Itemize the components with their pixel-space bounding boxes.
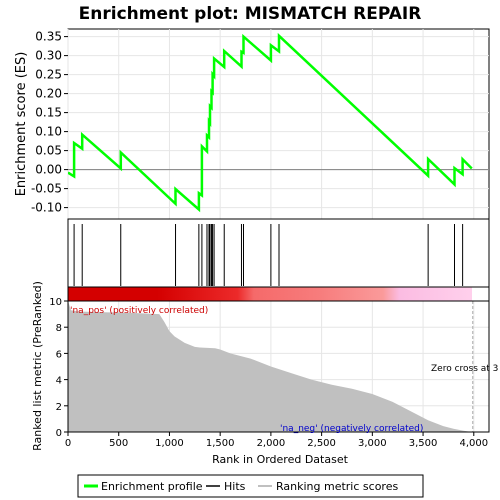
legend-box — [77, 474, 424, 498]
es-y-tick-label: 0.10 — [35, 125, 62, 139]
es-y-tick-label: 0.15 — [35, 106, 62, 120]
hits-panel — [67, 218, 490, 288]
ranking-metric-area — [68, 301, 472, 432]
es-panel: -0.10 -0.05 0.00 0.05 0.10 0.15 0.20 0.25 0.30 0.… — [14, 28, 490, 220]
es-y-axis-label: Enrichment score (ES) — [14, 52, 29, 197]
hit-markers — [73, 224, 464, 286]
metric-x-tick-label: 2,500 — [307, 438, 336, 449]
metric-x-tick-label: 4,000 — [459, 438, 488, 449]
metric-y-tick-label: 10 — [49, 297, 62, 308]
es-y-tick-label: 0.35 — [35, 30, 62, 44]
es-y-tick-label: -0.05 — [31, 182, 62, 196]
chart-title: Enrichment plot: MISMATCH REPAIR — [79, 4, 422, 24]
metric-y-tick-label: 6 — [56, 349, 62, 360]
es-y-tick-label: 0.30 — [35, 49, 62, 63]
es-y-tick-label: -0.10 — [31, 201, 62, 215]
metric-x-axis-label: Rank in Ordered Dataset — [212, 453, 349, 466]
metric-x-axis: 0 500 1,000 1,500 2,000 2,500 3,000 3,500 4,000 — [65, 432, 488, 449]
es-panel-frame — [67, 28, 490, 220]
zero-cross-label: Zero cross at 3 — [431, 364, 498, 374]
es-y-tick-label: 0.05 — [35, 144, 62, 158]
metric-panel: 0 2 4 6 8 10 0 500 1,000 1,500 2,000 2,500 3,000 3,5… — [31, 281, 498, 466]
metric-x-tick-label: 1,000 — [155, 438, 184, 449]
rank-heat-bar — [68, 287, 472, 301]
metric-x-tick-label: 1,500 — [206, 438, 235, 449]
hits-panel-frame — [67, 218, 490, 288]
neg-correlated-label: 'na_neg' (negatively correlated) — [280, 424, 423, 434]
metric-y-tick-label: 2 — [56, 402, 62, 413]
pos-correlated-label: 'na_pos' (positively correlated) — [70, 306, 208, 316]
metric-x-tick-label: 3,500 — [409, 438, 438, 449]
metric-panel-border — [67, 300, 490, 433]
metric-y-tick-label: 8 — [56, 323, 62, 334]
legend-hits-label: Hits — [224, 480, 246, 493]
metric-y-axis-label: Ranked list metric (PreRanked) — [31, 281, 44, 451]
enrichment-profile-line — [68, 32, 473, 213]
metric-y-tick-label: 0 — [56, 428, 62, 439]
metric-x-tick-label: 0 — [65, 438, 71, 449]
es-y-tick-label: 0.20 — [35, 87, 62, 101]
metric-x-tick-label: 3,000 — [358, 438, 387, 449]
es-y-tick-label: 0.00 — [35, 163, 62, 177]
legend-enrichment-label: Enrichment profile — [101, 480, 203, 493]
es-grid — [67, 29, 489, 219]
metric-y-tick-label: 4 — [56, 376, 62, 387]
es-y-tick-label: 0.25 — [35, 68, 62, 82]
legend: Enrichment profile Hits Ranking metric s… — [77, 474, 424, 498]
es-y-axis: -0.10 -0.05 0.00 0.05 0.10 0.15 0.20 0.25 0.30 0.… — [31, 30, 68, 215]
metric-y-axis: 0 2 4 6 8 10 — [49, 297, 68, 439]
metric-x-tick-label: 2,000 — [257, 438, 286, 449]
metric-x-tick-label: 500 — [109, 438, 128, 449]
legend-ranking-label: Ranking metric scores — [276, 480, 398, 493]
